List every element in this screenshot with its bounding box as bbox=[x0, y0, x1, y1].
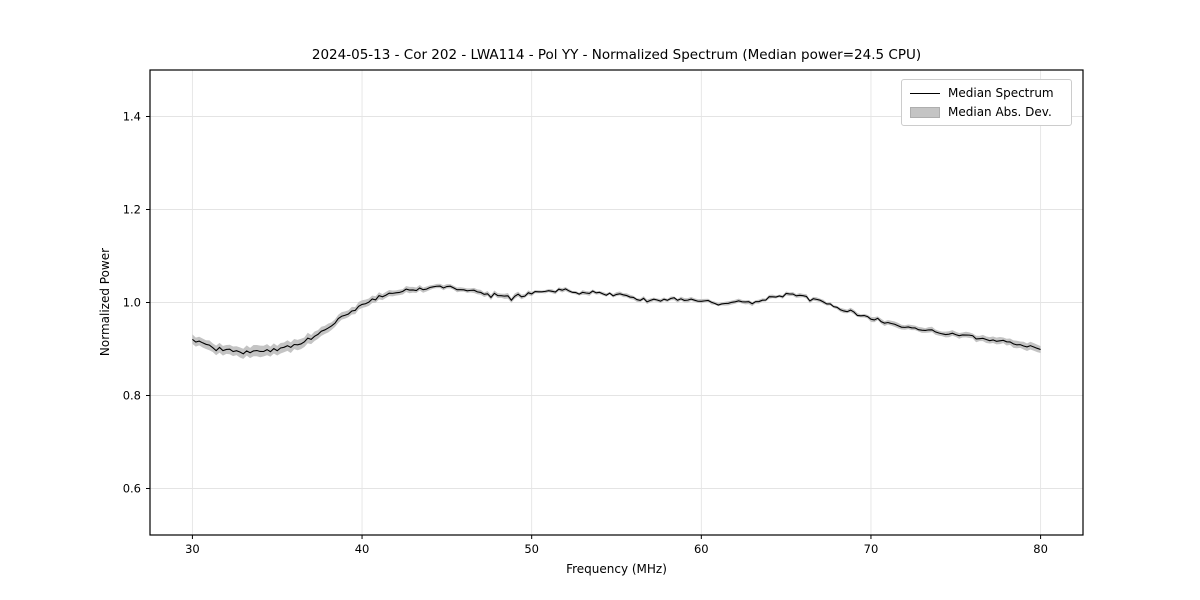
y-tick-label: 1.2 bbox=[123, 203, 141, 217]
x-tick-label: 30 bbox=[185, 542, 200, 556]
legend-item-median-abs-dev: Median Abs. Dev. bbox=[910, 104, 1063, 120]
x-tick-label: 70 bbox=[864, 542, 879, 556]
median-spectrum-line-swatch bbox=[910, 92, 940, 94]
x-tick-label: 80 bbox=[1033, 542, 1048, 556]
y-tick-label: 0.8 bbox=[123, 389, 141, 403]
x-tick-label: 60 bbox=[694, 542, 709, 556]
median-abs-dev-patch-swatch bbox=[910, 106, 940, 118]
y-tick-label: 0.6 bbox=[123, 482, 141, 496]
y-tick-label: 1.4 bbox=[123, 110, 141, 124]
x-tick-label: 50 bbox=[524, 542, 539, 556]
legend-label-median-abs-dev: Median Abs. Dev. bbox=[948, 105, 1052, 119]
legend: Median Spectrum Median Abs. Dev. bbox=[901, 79, 1072, 126]
x-axis-label: Frequency (MHz) bbox=[566, 562, 667, 576]
x-tick-label: 40 bbox=[355, 542, 370, 556]
chart-title: 2024-05-13 - Cor 202 - LWA114 - Pol YY -… bbox=[311, 47, 922, 63]
y-tick-label: 1.0 bbox=[123, 296, 141, 310]
legend-item-median-spectrum: Median Spectrum bbox=[910, 85, 1063, 101]
legend-label-median-spectrum: Median Spectrum bbox=[948, 86, 1054, 100]
